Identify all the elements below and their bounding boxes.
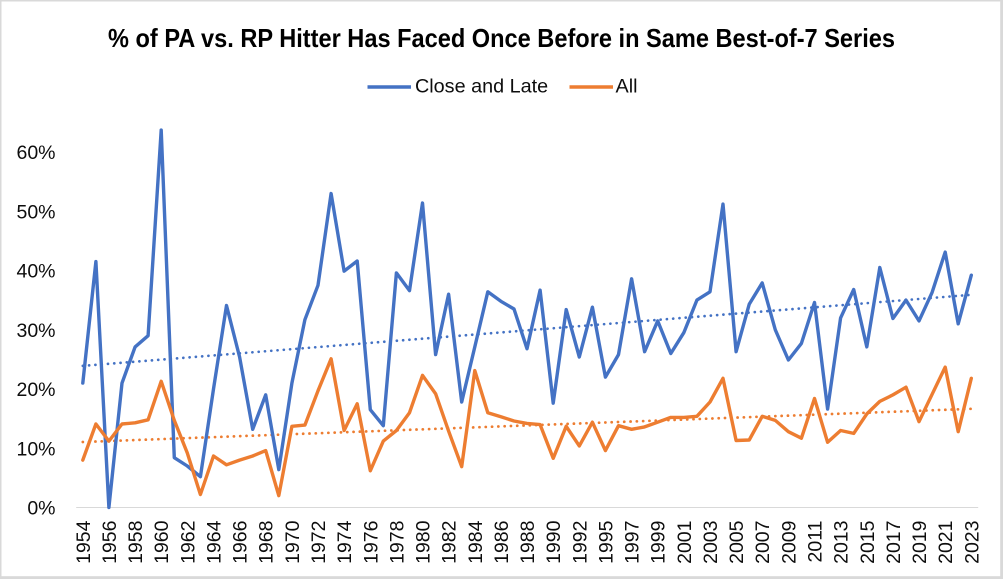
svg-text:2013: 2013 bbox=[831, 521, 853, 564]
svg-text:2019: 2019 bbox=[909, 521, 931, 564]
svg-text:1988: 1988 bbox=[517, 521, 539, 564]
svg-text:30%: 30% bbox=[16, 320, 55, 342]
svg-text:60%: 60% bbox=[16, 142, 55, 164]
svg-text:1997: 1997 bbox=[622, 521, 644, 564]
svg-text:1976: 1976 bbox=[360, 521, 382, 564]
svg-text:1984: 1984 bbox=[465, 520, 487, 564]
svg-text:1954: 1954 bbox=[73, 520, 95, 564]
svg-text:40%: 40% bbox=[16, 261, 55, 283]
svg-text:2021: 2021 bbox=[935, 521, 957, 564]
svg-text:1974: 1974 bbox=[334, 520, 356, 564]
svg-text:2001: 2001 bbox=[674, 521, 696, 564]
svg-text:1982: 1982 bbox=[439, 521, 461, 564]
svg-text:2017: 2017 bbox=[883, 521, 905, 564]
svg-text:2009: 2009 bbox=[778, 521, 800, 564]
svg-text:20%: 20% bbox=[16, 379, 55, 401]
svg-text:1966: 1966 bbox=[230, 521, 252, 564]
svg-text:0%: 0% bbox=[27, 498, 55, 520]
svg-text:1990: 1990 bbox=[543, 520, 565, 564]
svg-text:1995: 1995 bbox=[595, 520, 617, 564]
svg-text:1958: 1958 bbox=[125, 521, 147, 564]
svg-text:1986: 1986 bbox=[491, 521, 513, 564]
svg-text:50%: 50% bbox=[16, 201, 55, 223]
svg-text:1968: 1968 bbox=[256, 521, 278, 564]
svg-text:1999: 1999 bbox=[648, 521, 670, 564]
svg-text:All: All bbox=[616, 76, 638, 98]
svg-text:1964: 1964 bbox=[204, 520, 226, 564]
svg-text:1960: 1960 bbox=[151, 520, 173, 564]
svg-text:10%: 10% bbox=[16, 438, 55, 460]
svg-text:1972: 1972 bbox=[308, 521, 330, 564]
svg-text:2011: 2011 bbox=[805, 521, 827, 563]
svg-text:1970: 1970 bbox=[282, 520, 304, 564]
svg-text:1978: 1978 bbox=[386, 521, 408, 564]
svg-text:1980: 1980 bbox=[413, 520, 435, 564]
svg-text:2003: 2003 bbox=[700, 521, 722, 564]
svg-text:Close and Late: Close and Late bbox=[415, 76, 548, 98]
svg-text:2023: 2023 bbox=[961, 521, 983, 564]
svg-text:1962: 1962 bbox=[177, 521, 199, 564]
svg-text:1992: 1992 bbox=[569, 521, 591, 564]
svg-text:2007: 2007 bbox=[752, 521, 774, 564]
svg-text:2005: 2005 bbox=[726, 520, 748, 564]
svg-text:1956: 1956 bbox=[99, 521, 121, 564]
svg-text:2015: 2015 bbox=[857, 520, 879, 564]
svg-text:% of PA vs. RP Hitter Has Face: % of PA vs. RP Hitter Has Faced Once Bef… bbox=[108, 23, 895, 53]
